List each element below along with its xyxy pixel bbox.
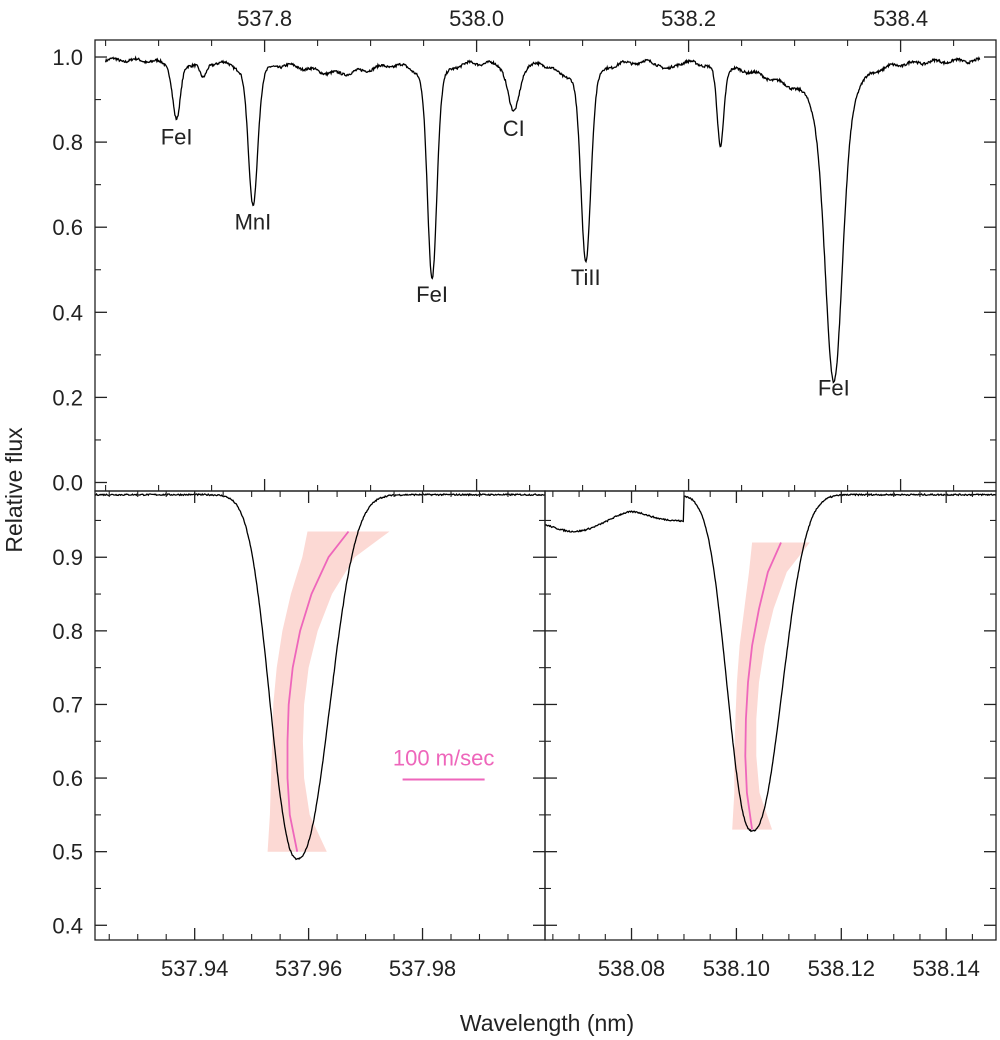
top-y-tick-label: 0.6	[52, 215, 83, 240]
bottom-right-panel-zoom: 538.08 538.10 538.12 538.14	[544, 490, 997, 981]
top-x-tick-label: 538.2	[661, 6, 716, 31]
line-label-fei: FeI	[818, 376, 850, 401]
zoom-line-profile	[94, 492, 546, 861]
zoom-y-tick-label: 0.6	[52, 766, 83, 791]
zoom-y-tick-label: 0.7	[52, 692, 83, 717]
zoom-y-tick-label: 0.5	[52, 840, 83, 865]
bisector-uncertainty-band	[267, 531, 390, 852]
top-y-tick-label: 0.0	[52, 470, 83, 495]
top-x-tick-label: 538.4	[873, 6, 928, 31]
zoom-x-tick-label: 537.96	[275, 956, 342, 981]
zoom-x-tick-label: 537.98	[389, 956, 456, 981]
top-panel-overview: FeI MnI FeI CI TiII FeI 537.8 538.0 538.2 538.4 0.…	[52, 6, 997, 495]
zoom-x-tick-label: 538.14	[913, 956, 980, 981]
line-label-fei: FeI	[416, 282, 448, 307]
zoom-x-tick-label: 537.94	[161, 956, 228, 981]
zoom-x-tick-label: 538.08	[598, 956, 665, 981]
zoom-y-tick-label: 0.4	[52, 913, 83, 938]
x-axis-title: Wavelength (nm)	[460, 1010, 634, 1036]
bisector-uncertainty-band	[732, 542, 810, 830]
line-bisector-curve	[286, 530, 350, 852]
top-y-tick-label: 0.4	[52, 300, 83, 325]
line-label-fei: FeI	[161, 125, 193, 150]
zoom-y-tick-label: 0.8	[52, 619, 83, 644]
zoom-x-tick-label: 538.12	[808, 956, 875, 981]
top-x-tick-label: 538.0	[449, 6, 504, 31]
zoom-line-profile	[544, 492, 997, 833]
top-panel-frame	[94, 39, 997, 492]
y-axis-title: Relative flux	[1, 427, 27, 553]
velocity-scale-label: 100 m/sec	[393, 746, 495, 771]
line-label-ci: CI	[503, 116, 525, 141]
zoom-y-tick-label: 0.9	[52, 545, 83, 570]
bottom-left-panel-zoom: 537.94 537.96 537.98 0.4 0.5 0.6 0.7 0.8 0.9 100 …	[52, 490, 546, 981]
line-label-tiii: TiII	[571, 265, 601, 290]
line-bisector-curve	[744, 542, 782, 830]
top-y-tick-label: 1.0	[52, 45, 83, 70]
overview-spectrum-line	[104, 55, 981, 384]
line-label-mni: MnI	[235, 210, 272, 235]
zoom-panel-frame	[544, 490, 997, 941]
zoom-x-tick-label: 538.10	[703, 956, 770, 981]
top-y-tick-label: 0.8	[52, 130, 83, 155]
top-y-tick-label: 0.2	[52, 385, 83, 410]
top-x-tick-label: 537.8	[237, 6, 292, 31]
